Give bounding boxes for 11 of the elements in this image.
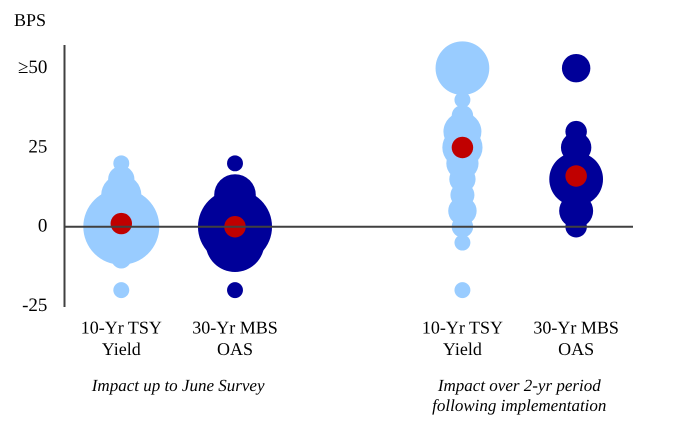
y-tick-label: ≥50 [18, 57, 48, 78]
text: Impact over 2-yr period following implementation [432, 376, 606, 415]
x-tick-label: 30-Yr MBS OAS [192, 318, 278, 360]
y-axis-title: BPS [14, 10, 46, 31]
x-tick-label: 10-Yr TSY Yield [80, 318, 162, 360]
x-tick-label: 30-Yr MBS OAS [533, 318, 619, 360]
y-tick-label: 25 [28, 136, 48, 158]
y-tick-label: 0 [38, 216, 48, 237]
text: Impact up to June Survey [90, 376, 265, 395]
y-tick-label: -25 [22, 294, 48, 316]
x-tick-label: 10-Yr TSY Yield [422, 318, 504, 360]
